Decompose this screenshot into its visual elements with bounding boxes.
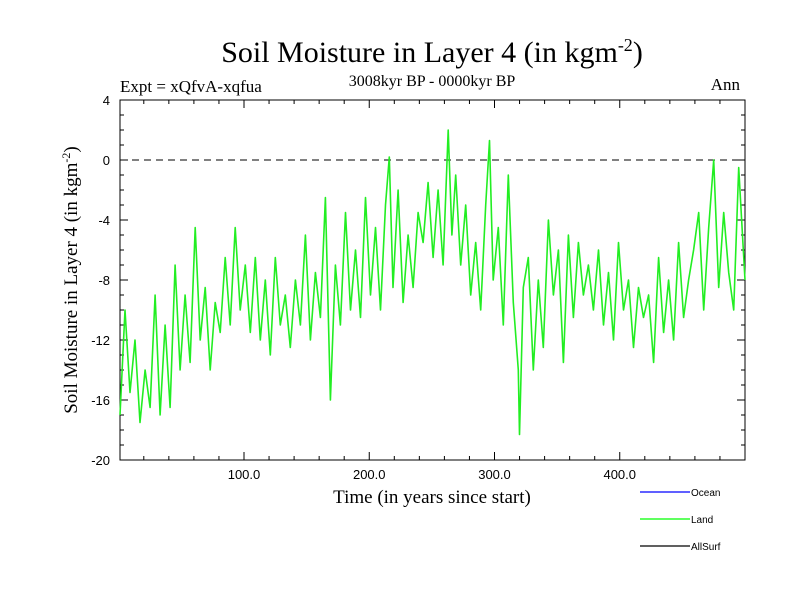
series-line-land — [119, 129, 746, 436]
y-axis-label-close: ) — [61, 146, 82, 152]
y-tick-label: -16 — [91, 393, 110, 408]
y-tick-label: -20 — [91, 453, 110, 468]
x-axis-label: Time (in years since start) — [333, 487, 531, 508]
season-label: Ann — [711, 75, 741, 94]
period-label: 3008kyr BP - 0000kyr BP — [349, 73, 516, 90]
x-axis-tick-labels: 100.0 200.0 300.0 400.0 — [228, 467, 636, 482]
axis-ticks — [120, 99, 745, 461]
y-tick-label: -8 — [98, 273, 110, 288]
chart-title-close: ) — [633, 36, 643, 69]
y-tick-label: 0 — [103, 153, 110, 168]
x-tick-label: 400.0 — [603, 467, 636, 482]
x-tick-label: 100.0 — [228, 467, 261, 482]
y-axis-label: Soil Moisture in Layer 4 (in kgm-2) — [59, 146, 82, 414]
y-tick-label: 4 — [103, 93, 110, 108]
chart-title-sup: -2 — [618, 35, 633, 55]
legend: Ocean Land AllSurf — [640, 488, 721, 553]
y-tick-label: -4 — [98, 213, 110, 228]
y-axis-tick-labels: 4 0 -4 -8 -12 -16 -20 — [91, 93, 110, 468]
legend-label-allsurf: AllSurf — [691, 542, 721, 553]
chart-title-main: Soil Moisture in Layer 4 (in kgm — [221, 36, 618, 69]
legend-label-land: Land — [691, 515, 713, 526]
legend-label-ocean: Ocean — [691, 488, 720, 499]
x-tick-label: 300.0 — [478, 467, 511, 482]
x-tick-label: 200.0 — [353, 467, 386, 482]
y-tick-label: -12 — [91, 333, 110, 348]
chart-title: Soil Moisture in Layer 4 (in kgm-2) — [221, 35, 643, 69]
plot-frame — [119, 99, 746, 461]
y-axis-label-main: Soil Moisture in Layer 4 (in kgm — [61, 162, 82, 413]
y-axis-label-sup: -2 — [59, 153, 73, 163]
expt-label: Expt = xQfvA-xqfua — [120, 77, 262, 96]
